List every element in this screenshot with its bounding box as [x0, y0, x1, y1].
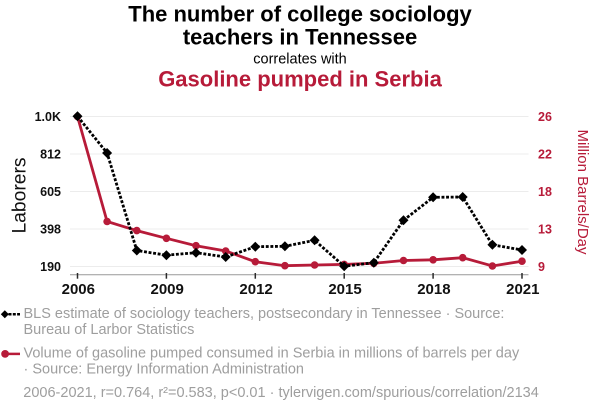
svg-text:398: 398 — [40, 223, 61, 237]
svg-text:2006-2021, r=0.764, r²=0.583,: 2006-2021, r=0.764, r²=0.583, p<0.01 · t… — [23, 385, 538, 401]
svg-text:1.0K: 1.0K — [35, 110, 61, 124]
svg-text:2021: 2021 — [506, 281, 539, 298]
svg-text:2015: 2015 — [328, 281, 361, 298]
svg-text:26: 26 — [538, 110, 552, 124]
svg-text:2009: 2009 — [151, 281, 184, 298]
svg-text:correlates with: correlates with — [253, 52, 346, 68]
svg-text:teachers in Tennessee: teachers in Tennessee — [183, 25, 417, 50]
svg-text:BLS estimate of sociology teac: BLS estimate of sociology teachers, post… — [24, 306, 505, 322]
svg-text:Volume of gasoline pumped cons: Volume of gasoline pumped consumed in Se… — [24, 346, 520, 362]
svg-text:9: 9 — [538, 260, 545, 274]
svg-text:2018: 2018 — [417, 281, 450, 298]
svg-text:The number of college sociolog: The number of college sociology — [128, 2, 472, 27]
svg-text:Million Barrels/Day: Million Barrels/Day — [574, 129, 591, 255]
svg-text:· Source: Energy Information A: · Source: Energy Information Administrat… — [24, 362, 304, 378]
svg-text:812: 812 — [40, 148, 61, 162]
svg-text:13: 13 — [538, 223, 552, 237]
svg-text:Bureau of Larbor Statistics: Bureau of Larbor Statistics — [24, 322, 195, 338]
svg-text:18: 18 — [538, 185, 552, 199]
svg-text:Gasoline pumped in Serbia: Gasoline pumped in Serbia — [158, 67, 442, 92]
svg-text:Laborers: Laborers — [10, 157, 31, 233]
svg-text:2006: 2006 — [62, 281, 95, 298]
svg-text:2012: 2012 — [239, 281, 272, 298]
svg-text:190: 190 — [40, 260, 61, 274]
svg-text:22: 22 — [538, 148, 552, 162]
svg-text:605: 605 — [40, 185, 61, 199]
